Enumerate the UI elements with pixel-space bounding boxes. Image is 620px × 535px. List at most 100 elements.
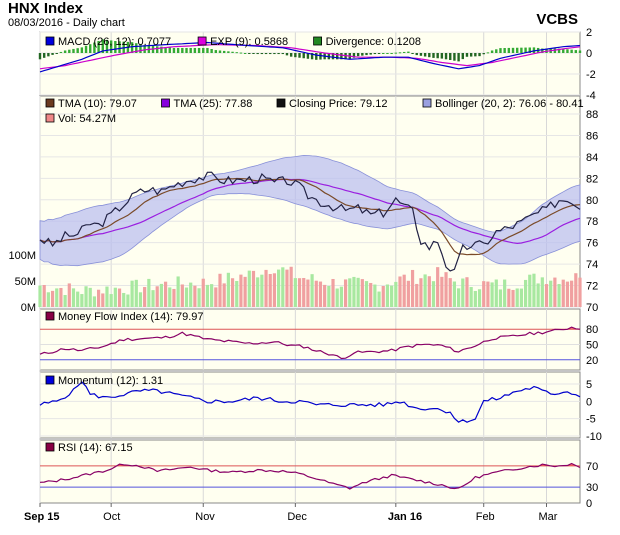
divergence-bar	[469, 53, 473, 57]
volume-bar	[381, 286, 385, 307]
volume-bar	[122, 292, 126, 307]
maroon-square-icon	[45, 442, 55, 452]
divergence-bar	[130, 42, 134, 53]
volume-bar	[331, 278, 335, 307]
rsi-line	[39, 462, 581, 490]
volume-bar	[180, 284, 184, 307]
divergence-bar	[239, 52, 243, 54]
macd-tick-label: -2	[586, 69, 596, 81]
brand-label: VCBS	[536, 11, 578, 28]
volume-tick-label: 0M	[21, 302, 36, 314]
divergence-bar	[89, 44, 92, 53]
divergence-bar	[428, 53, 431, 58]
volume-bar	[477, 289, 482, 307]
mfi-tick-label: 20	[586, 355, 598, 367]
momentum-tick-label: 0	[586, 396, 592, 408]
divergence-bar	[440, 53, 444, 59]
mfi-legend-text: Money Flow Index (14): 79.97	[58, 311, 204, 323]
divergence-bar	[557, 48, 561, 53]
volume-bar	[452, 281, 457, 307]
divergence-bar	[210, 49, 213, 53]
price-legend-text: Closing Price: 79.12	[289, 98, 387, 110]
volume-bar	[76, 291, 80, 307]
volume-bar	[193, 285, 197, 307]
volume-bar	[557, 284, 561, 307]
tma25-line	[39, 178, 581, 245]
volume-bar	[398, 276, 402, 307]
volume-bar	[218, 273, 222, 307]
divergence-bar	[235, 52, 238, 54]
volume-bar	[97, 289, 101, 307]
volume-bar	[155, 286, 159, 307]
volume-bar	[578, 277, 582, 307]
brown-square-icon	[45, 98, 55, 108]
volume-bar	[415, 283, 419, 307]
divergence-bar	[490, 50, 494, 53]
volume-bar	[431, 281, 436, 307]
volume-tick-label: 100M	[8, 250, 36, 262]
volume-bar	[38, 285, 42, 307]
volume-bar	[214, 287, 218, 307]
volume-bar	[285, 269, 289, 307]
x-axis-label: Mar	[539, 511, 558, 523]
volume-bar	[339, 286, 343, 307]
volume-bar	[197, 288, 201, 307]
divergence-bar	[172, 47, 176, 53]
volume-bar	[210, 284, 214, 307]
volume-bar	[519, 288, 523, 307]
divergence-bar	[511, 47, 515, 53]
divergence-bar	[553, 48, 557, 53]
macd-legend-text: MACD (26, 12): 0.7077	[58, 36, 171, 48]
divergence-bar	[562, 48, 565, 53]
black-square-icon	[276, 98, 286, 108]
divergence-bar	[206, 47, 209, 53]
divergence-bar	[197, 47, 201, 53]
macd-tick-label: 2	[586, 27, 592, 39]
volume-bar	[373, 284, 377, 307]
volume-bar	[306, 279, 310, 307]
rsi-tick-label: 30	[586, 482, 598, 494]
chart-subtitle: 08/03/2016 - Daily chart	[8, 17, 125, 29]
volume-bar	[277, 269, 281, 307]
divergence-bar	[202, 47, 205, 53]
divergence-bar	[302, 53, 305, 59]
volume-bar	[50, 290, 55, 307]
divergence-bar	[390, 53, 393, 54]
divergence-bar	[449, 53, 452, 60]
divergence-bar	[55, 53, 58, 54]
chart-title: HNX Index	[8, 0, 84, 17]
macd-tick-label: -4	[586, 90, 596, 102]
volume-bar	[138, 292, 143, 307]
volume-bar	[457, 288, 461, 307]
x-axis-label: Jan 16	[388, 511, 422, 523]
volume-bar	[570, 280, 574, 307]
price2-legend-text: Vol: 54.27M	[58, 113, 116, 125]
divergence-bar	[252, 53, 255, 54]
volume-bar	[394, 281, 398, 307]
momentum-line	[39, 381, 581, 423]
divergence-bar	[566, 49, 569, 53]
divergence-bar	[541, 48, 544, 53]
volume-bar	[63, 294, 67, 307]
volume-bar	[151, 290, 155, 307]
volume-bar	[565, 281, 570, 307]
divergence-bar	[524, 47, 527, 53]
volume-bar	[327, 285, 331, 307]
volume-bar	[172, 288, 176, 307]
divergence-bar	[352, 53, 356, 58]
divergence-bar	[47, 53, 50, 57]
divergence-bar	[135, 43, 138, 53]
divergence-bar	[59, 51, 63, 53]
volume-bar	[92, 296, 97, 307]
volume-bar	[410, 269, 415, 307]
x-axis-label: Oct	[103, 511, 120, 523]
divergence-bar	[578, 50, 582, 53]
divergence-bar	[532, 47, 536, 53]
divergence-bar	[310, 53, 314, 60]
volume-bar	[448, 278, 452, 307]
price-tick-label: 74	[586, 259, 598, 271]
divergence-bar	[273, 53, 276, 55]
volume-bar	[105, 286, 109, 307]
divergence-bar	[222, 50, 226, 53]
divergence-bar	[294, 53, 297, 58]
